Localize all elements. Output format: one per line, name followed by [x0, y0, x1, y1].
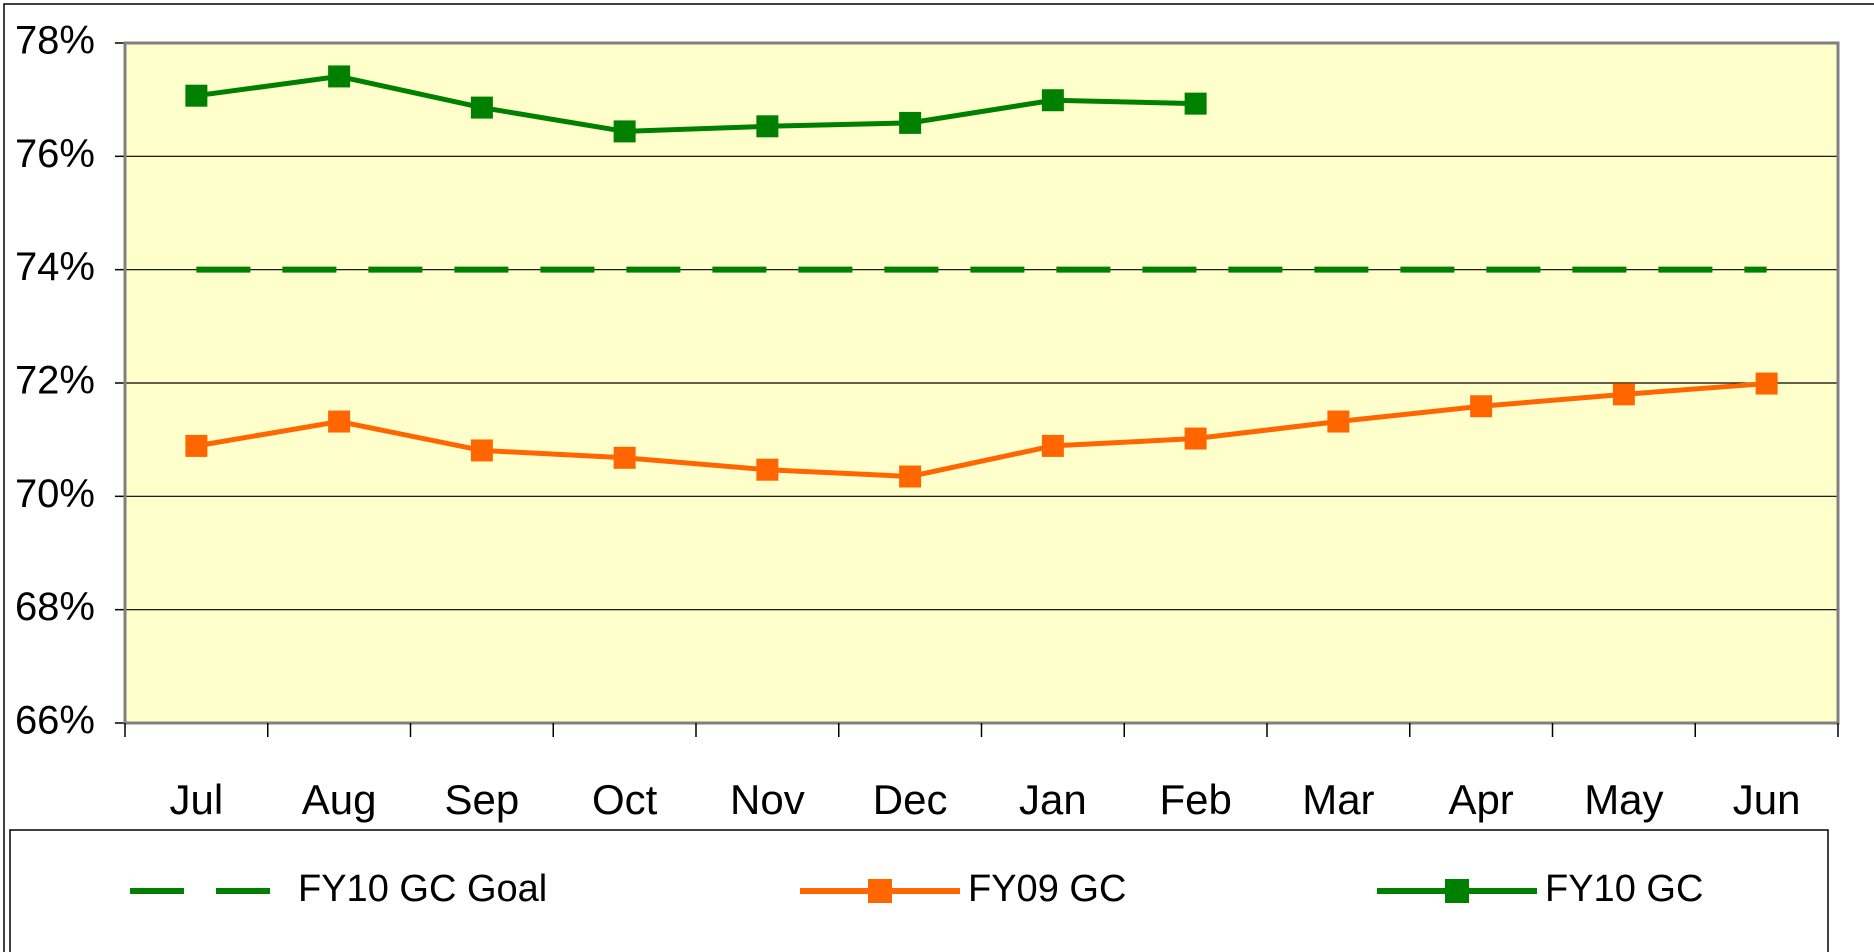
- x-tick-label: Feb: [1159, 776, 1231, 823]
- y-tick-label: 76%: [15, 132, 95, 176]
- x-tick-label: Aug: [302, 776, 377, 823]
- series-line: [195, 381, 1767, 480]
- x-tick-label: Jan: [1019, 776, 1087, 823]
- x-tick-label: Dec: [873, 776, 948, 823]
- data-point: [470, 439, 493, 462]
- data-point: [1612, 383, 1635, 406]
- legend-label: FY10 GC Goal: [298, 868, 547, 910]
- data-point: [328, 410, 351, 433]
- legend-label: FY10 GC: [1545, 868, 1703, 910]
- y-tick-label: 78%: [15, 19, 95, 63]
- data-point: [1184, 427, 1207, 450]
- legend-label: FY09 GC: [968, 868, 1126, 910]
- data-point: [185, 434, 208, 457]
- y-tick-label: 70%: [15, 472, 95, 516]
- x-tick-label: Jul: [170, 776, 224, 823]
- data-point: [756, 115, 779, 138]
- y-tick-label: 68%: [15, 585, 95, 629]
- data-point: [1755, 372, 1778, 395]
- y-tick-label: 74%: [15, 245, 95, 289]
- data-point: [613, 446, 636, 469]
- x-tick-label: Sep: [445, 776, 520, 823]
- x-tick-label: Apr: [1448, 776, 1513, 823]
- chart-border: [3, 3, 1874, 952]
- legend-marker: [868, 879, 892, 903]
- data-point: [1470, 395, 1493, 418]
- data-point: [470, 96, 493, 119]
- x-tick-label: May: [1584, 776, 1663, 823]
- data-point: [1327, 410, 1350, 433]
- data-point: [1041, 434, 1064, 457]
- y-tick-label: 66%: [15, 699, 95, 743]
- data-point: [756, 458, 779, 481]
- data-point: [1041, 89, 1064, 112]
- x-tick-label: Jun: [1733, 776, 1801, 823]
- data-point: [185, 84, 208, 107]
- y-tick-label: 72%: [15, 359, 95, 403]
- legend-marker: [1445, 879, 1469, 903]
- data-point: [328, 65, 351, 88]
- data-point: [1184, 92, 1207, 115]
- data-point: [899, 111, 922, 134]
- data-point: [899, 465, 922, 488]
- data-point: [613, 120, 636, 143]
- x-tick-label: Mar: [1302, 776, 1374, 823]
- x-tick-label: Nov: [730, 776, 805, 823]
- series-line: [196, 73, 1196, 134]
- x-tick-label: Oct: [592, 776, 658, 823]
